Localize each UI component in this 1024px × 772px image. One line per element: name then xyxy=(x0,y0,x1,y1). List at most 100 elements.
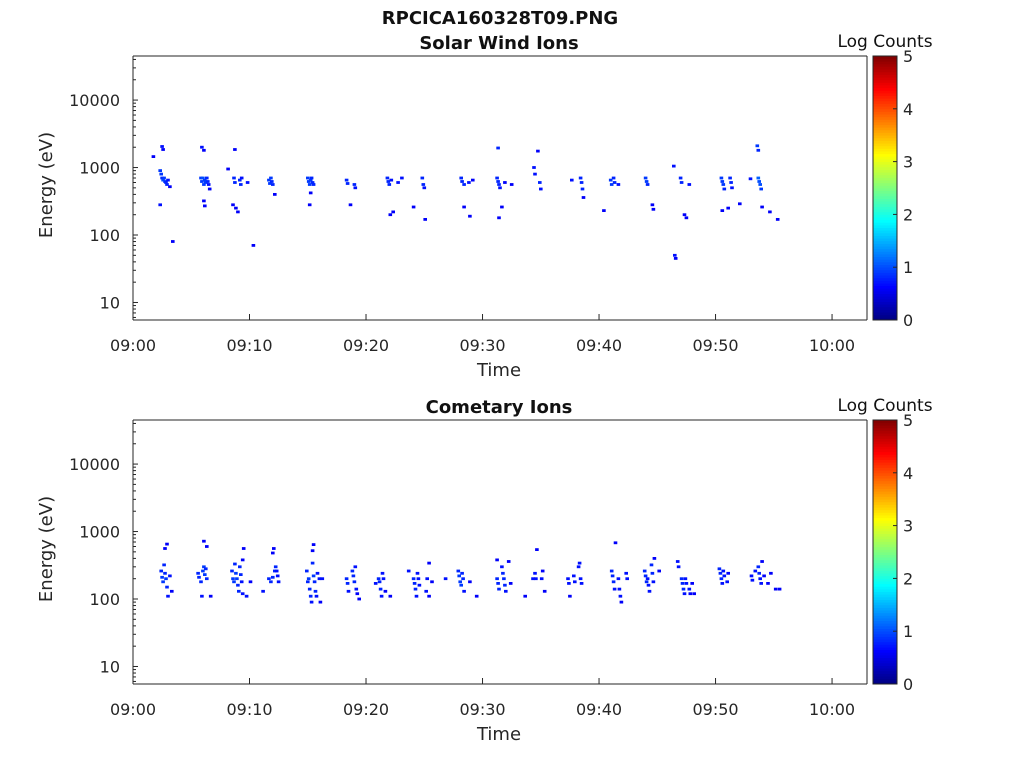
data-cell xyxy=(273,193,277,196)
data-cell xyxy=(539,577,544,581)
data-cell xyxy=(320,577,325,581)
data-cell xyxy=(312,580,317,584)
data-cell xyxy=(722,574,727,578)
colorbar-band xyxy=(873,127,897,131)
data-cell xyxy=(647,589,652,593)
colorbar-band xyxy=(873,567,897,571)
data-cell xyxy=(205,577,209,581)
data-cell xyxy=(273,569,277,573)
data-cell xyxy=(726,571,730,575)
colorbar-band xyxy=(873,486,897,490)
colorbar-band xyxy=(873,533,897,537)
data-cell xyxy=(267,577,271,581)
data-cell xyxy=(612,181,617,184)
data-cell xyxy=(160,176,164,180)
colorbar-band xyxy=(873,575,897,579)
data-cell xyxy=(497,183,501,186)
data-cell xyxy=(271,575,275,579)
data-cell xyxy=(719,176,724,180)
x-axis-label: Time xyxy=(476,360,521,381)
data-cell xyxy=(346,589,351,593)
colorbar-band xyxy=(873,507,897,511)
data-cell xyxy=(725,580,729,584)
data-cell xyxy=(400,176,404,180)
data-cell xyxy=(233,148,237,151)
data-cell xyxy=(161,580,165,584)
plot-area xyxy=(133,420,867,684)
data-cell xyxy=(504,589,508,593)
data-cell xyxy=(577,561,582,565)
data-cell xyxy=(457,574,461,578)
data-cell xyxy=(611,176,616,180)
colorbar-band xyxy=(873,238,897,242)
colorbar-band xyxy=(873,166,897,170)
data-cell xyxy=(684,216,689,220)
colorbar-band xyxy=(873,304,897,308)
data-cell xyxy=(456,569,461,573)
colorbar-band xyxy=(873,441,897,445)
colorbar-band xyxy=(873,77,897,81)
data-cell xyxy=(203,178,207,182)
colorbar-band xyxy=(873,269,897,273)
data-cell xyxy=(612,587,617,591)
data-cell xyxy=(244,594,249,598)
data-cell xyxy=(720,209,725,212)
data-cell xyxy=(388,213,393,217)
data-cell xyxy=(467,181,471,184)
colorbar-band xyxy=(873,641,897,645)
colorbar-band xyxy=(873,649,897,653)
colorbar-band xyxy=(873,604,897,608)
colorbar-band xyxy=(873,625,897,629)
data-cell xyxy=(722,187,727,191)
colorbar-band xyxy=(873,670,897,674)
data-cell xyxy=(311,183,316,186)
data-cell xyxy=(416,577,421,581)
data-cell xyxy=(471,178,475,182)
data-cell xyxy=(159,172,163,176)
data-cell xyxy=(503,181,507,184)
data-cell xyxy=(251,244,256,247)
data-cell xyxy=(307,203,312,207)
data-cell xyxy=(232,176,236,180)
colorbar-band xyxy=(873,430,897,434)
colorbar-band xyxy=(873,224,897,228)
data-cell xyxy=(164,181,168,184)
data-cell xyxy=(650,571,655,575)
data-cell xyxy=(502,577,506,581)
colorbar-band xyxy=(873,562,897,566)
data-cell xyxy=(162,176,166,180)
colorbar-band xyxy=(873,530,897,534)
data-cell xyxy=(460,571,464,575)
y-axis-label: Energy (eV) xyxy=(36,496,57,602)
data-cell xyxy=(756,148,761,152)
data-cell xyxy=(539,187,543,191)
colorbar-band xyxy=(873,504,897,508)
colorbar-band xyxy=(873,217,897,221)
data-cell xyxy=(411,205,416,209)
colorbar-band xyxy=(873,478,897,482)
colorbar-band xyxy=(873,668,897,672)
data-cell xyxy=(170,589,174,593)
colorbar-band xyxy=(873,491,897,495)
colorbar-band xyxy=(873,546,897,550)
data-cell xyxy=(777,587,782,591)
data-cell xyxy=(237,589,241,593)
colorbar-band xyxy=(873,206,897,210)
colorbar-band xyxy=(873,188,897,192)
data-cell xyxy=(687,587,692,591)
colorbar-band xyxy=(873,647,897,651)
data-cell xyxy=(690,582,694,585)
data-cells xyxy=(151,144,780,260)
colorbar-band xyxy=(873,573,897,577)
data-cell xyxy=(238,178,242,182)
colorbar-band xyxy=(873,662,897,666)
data-cell xyxy=(721,183,726,186)
data-cell xyxy=(306,577,311,581)
colorbar-frame xyxy=(872,55,898,321)
data-cell xyxy=(248,580,253,584)
data-cell xyxy=(314,594,319,598)
data-cell xyxy=(535,548,539,551)
data-cell xyxy=(534,577,538,581)
colorbar-band xyxy=(873,140,897,144)
data-cell xyxy=(353,565,358,569)
